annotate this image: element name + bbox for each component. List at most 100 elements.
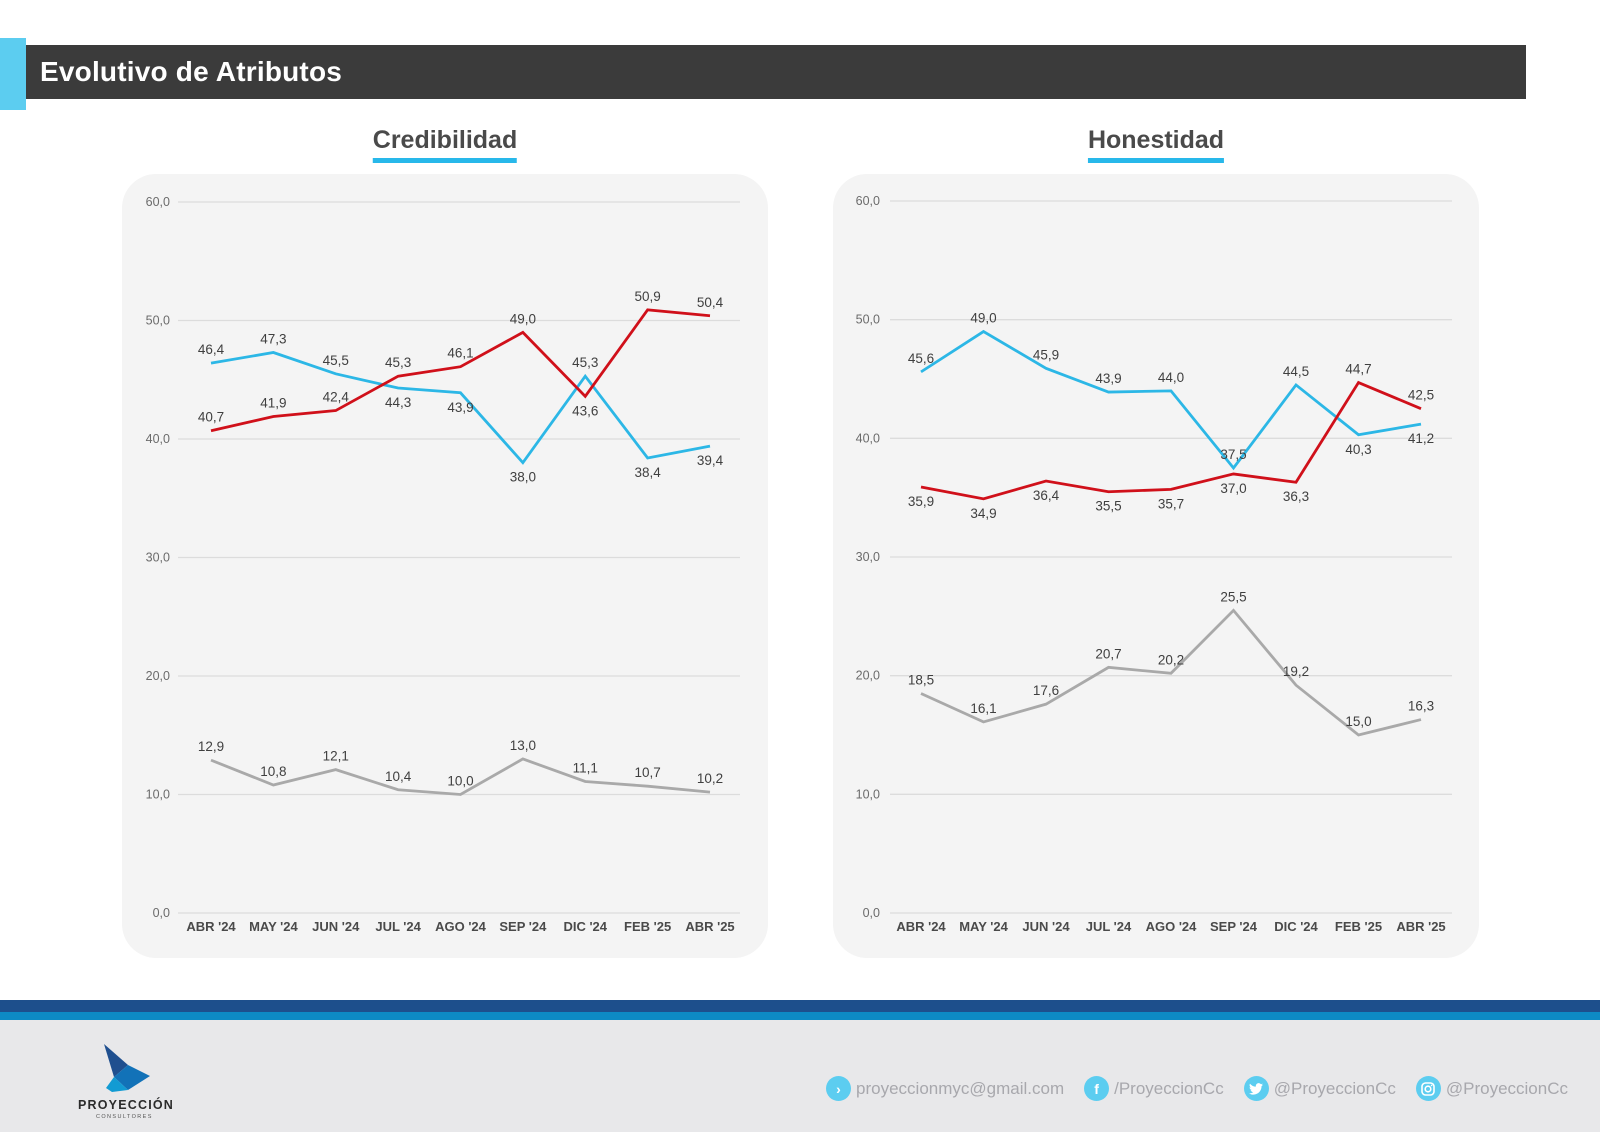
chart-panel-honestidad — [833, 174, 1479, 958]
x-tick-label: AGO '24 — [435, 919, 487, 934]
y-tick-label: 40,0 — [856, 431, 880, 445]
x-tick-label: JUL '24 — [375, 919, 421, 934]
data-label-blue: 41,2 — [1408, 431, 1434, 446]
data-label-blue: 40,3 — [1345, 442, 1371, 457]
data-label-gray: 19,2 — [1283, 664, 1309, 679]
contact-instagram-text: @ProyeccionCc — [1445, 1078, 1568, 1098]
data-label-red: 37,0 — [1220, 481, 1246, 496]
series-line-red — [210, 308, 711, 433]
series-line-red — [920, 380, 1422, 501]
instagram-icon — [1415, 1076, 1441, 1101]
logo-arrow-icon — [104, 1044, 150, 1092]
twitter-icon — [1243, 1076, 1269, 1101]
y-tick-label: 10,0 — [856, 787, 880, 801]
data-label-blue: 37,5 — [1220, 447, 1246, 462]
data-label-red: 40,7 — [198, 410, 224, 425]
footer-stripe-dark — [0, 1000, 1600, 1012]
data-label-gray: 20,7 — [1095, 646, 1121, 661]
data-label-blue: 49,0 — [970, 311, 996, 326]
y-tick-label: 20,0 — [146, 669, 170, 683]
y-tick-label: 50,0 — [146, 314, 170, 328]
data-label-blue: 38,4 — [634, 465, 661, 480]
data-label-blue: 46,4 — [198, 342, 225, 357]
x-tick-label: SEP '24 — [1210, 919, 1258, 934]
page-title: Evolutivo de Atributos — [40, 56, 343, 87]
footer-stripe-light — [0, 1012, 1600, 1020]
y-tick-label: 30,0 — [146, 551, 170, 565]
data-label-gray: 12,1 — [323, 749, 349, 764]
y-tick-label: 40,0 — [146, 432, 170, 446]
data-label-red: 50,9 — [634, 289, 660, 304]
contact-twitter-text: @ProyeccionCc — [1273, 1078, 1396, 1098]
title-underline — [372, 158, 518, 163]
facebook-icon: f — [1084, 1076, 1110, 1101]
data-label-red: 49,0 — [510, 311, 536, 326]
data-label-gray: 10,0 — [447, 774, 473, 789]
x-tick-label: DIC '24 — [1274, 919, 1318, 934]
series-line-blue — [210, 351, 711, 465]
data-label-red: 41,9 — [260, 395, 286, 410]
data-label-blue: 45,9 — [1033, 347, 1059, 362]
y-tick-label: 30,0 — [856, 550, 880, 564]
data-label-blue: 44,3 — [385, 395, 411, 410]
data-label-gray: 16,1 — [970, 701, 996, 716]
company-logo: PROYECCIÓN CONSULTORES — [76, 1040, 176, 1120]
x-tick-label: ABR '24 — [896, 919, 946, 934]
data-label-blue: 45,5 — [323, 353, 349, 368]
header-accent-tab — [0, 38, 26, 110]
contact-facebook[interactable]: f /ProyeccionCc — [1084, 1076, 1224, 1101]
contact-email[interactable]: › proyeccionmyc@gmail.com — [826, 1076, 1064, 1101]
chart-title-text: Credibilidad — [372, 126, 518, 154]
x-tick-label: AGO '24 — [1146, 919, 1198, 934]
y-tick-label: 0,0 — [153, 906, 170, 920]
footer — [0, 1020, 1600, 1132]
chart-panel-credibilidad — [122, 174, 768, 958]
x-tick-label: MAY '24 — [249, 919, 298, 934]
data-label-gray: 20,2 — [1158, 652, 1184, 667]
data-label-blue: 45,3 — [572, 355, 598, 370]
data-label-gray: 17,6 — [1033, 683, 1059, 698]
data-label-blue: 47,3 — [260, 331, 286, 346]
x-tick-label: SEP '24 — [499, 919, 547, 934]
data-label-red: 43,6 — [572, 403, 598, 418]
series-line-gray — [920, 608, 1422, 737]
data-label-gray: 10,7 — [634, 765, 660, 780]
x-tick-label: ABR '25 — [685, 919, 734, 934]
chart-title-credibilidad: Credibilidad — [372, 126, 518, 163]
data-label-gray: 12,9 — [198, 739, 224, 754]
data-label-blue: 38,0 — [510, 470, 536, 485]
line-chart-credibilidad: 0,0 10,0 20,0 30,0 40,0 50,0 60,0 ABR '24 MAY '2… — [146, 195, 740, 934]
y-tick-label: 50,0 — [856, 313, 880, 327]
data-label-blue: 45,6 — [908, 351, 934, 366]
data-label-gray: 10,4 — [385, 769, 412, 784]
page-header: Evolutivo de Atributos — [26, 45, 1526, 99]
chart-title-text: Honestidad — [1087, 126, 1225, 154]
data-label-red: 35,7 — [1158, 496, 1184, 511]
data-label-gray: 13,0 — [510, 738, 536, 753]
x-tick-label: MAY '24 — [959, 919, 1008, 934]
x-tick-label: ABR '25 — [1396, 919, 1445, 934]
data-label-gray: 18,5 — [908, 672, 934, 687]
contact-instagram[interactable]: @ProyeccionCc — [1415, 1076, 1568, 1101]
data-label-red: 35,9 — [908, 494, 934, 509]
data-label-red: 34,9 — [970, 506, 996, 521]
y-tick-label: 60,0 — [856, 194, 880, 208]
data-label-gray: 10,2 — [697, 771, 723, 786]
title-underline — [1087, 158, 1225, 163]
x-tick-label: JUL '24 — [1086, 919, 1132, 934]
logo-brand-text: PROYECCIÓN — [78, 1098, 175, 1112]
x-tick-label: FEB '25 — [1335, 919, 1382, 934]
x-tick-label: FEB '25 — [624, 919, 671, 934]
data-label-gray: 11,1 — [573, 760, 598, 775]
data-label-gray: 15,0 — [1345, 714, 1371, 729]
data-label-red: 36,3 — [1283, 489, 1309, 504]
y-tick-label: 60,0 — [146, 195, 170, 209]
x-tick-label: JUN '24 — [1022, 919, 1070, 934]
data-label-blue: 44,5 — [1283, 364, 1309, 379]
x-tick-label: JUN '24 — [312, 919, 360, 934]
data-label-red: 35,5 — [1095, 499, 1121, 514]
data-label-red: 46,1 — [447, 346, 473, 361]
arrow-right-circle-icon: › — [826, 1076, 852, 1101]
contact-twitter[interactable]: @ProyeccionCc — [1243, 1076, 1396, 1101]
data-label-blue: 43,9 — [1095, 371, 1121, 386]
